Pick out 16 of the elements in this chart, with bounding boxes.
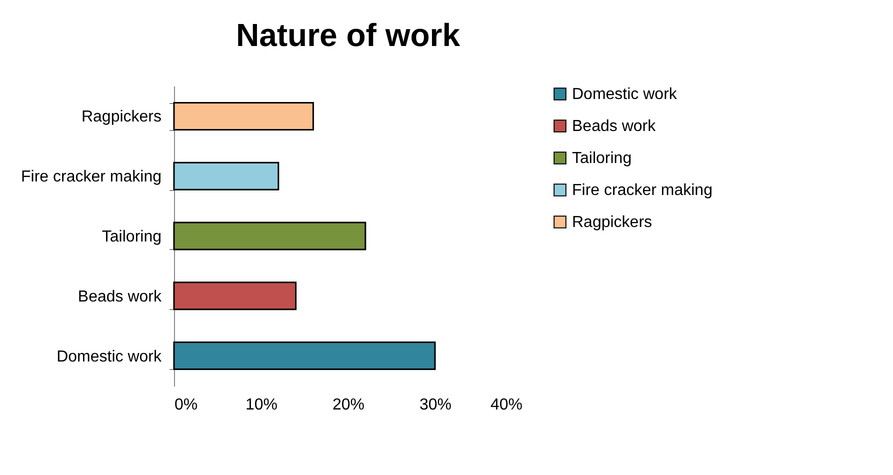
legend-label: Tailoring: [572, 150, 632, 167]
y-tick-label: Beads work: [78, 288, 162, 306]
x-tick-label: 20%: [332, 396, 365, 414]
y-tick-label: Domestic work: [56, 348, 162, 366]
x-tick-label: 40%: [490, 396, 522, 414]
x-tick-label: 30%: [419, 396, 452, 414]
legend-label: Beads work: [572, 118, 657, 135]
legend-label: Domestic work: [572, 86, 678, 103]
y-tick-label: Ragpickers: [81, 108, 162, 126]
legend-label: Ragpickers: [572, 214, 652, 231]
y-tick-label: Fire cracker making: [21, 168, 162, 186]
legend-label: Fire cracker making: [572, 182, 712, 199]
y-tick-label: Tailoring: [102, 228, 162, 246]
x-tick-label: 10%: [245, 396, 278, 414]
chart-title: Nature of work: [236, 17, 460, 53]
x-tick-label: 0%: [174, 396, 198, 414]
